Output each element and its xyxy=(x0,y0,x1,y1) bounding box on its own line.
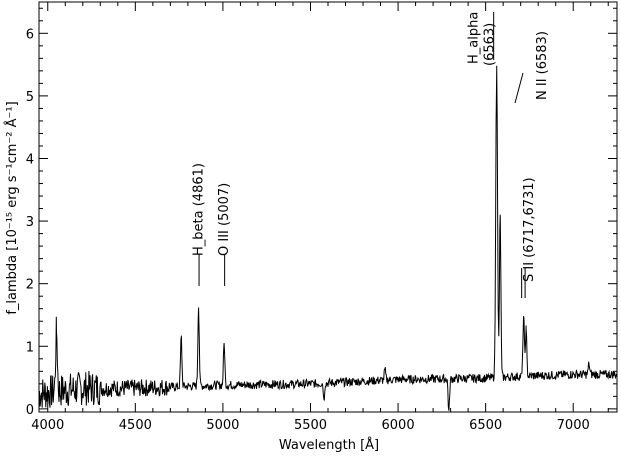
x-tick-label: 7000 xyxy=(557,418,590,433)
y-tick-label: 3 xyxy=(26,215,34,230)
y-tick-label: 4 xyxy=(26,152,34,167)
x-tick-label: 4500 xyxy=(119,418,152,433)
y-tick-label: 5 xyxy=(26,90,34,105)
y-axis-title: f_lambda [10⁻¹⁵ erg s⁻¹cm⁻² Å⁻¹] xyxy=(4,101,20,314)
tick-labels: 4000 4500 5000 5500 6000 6500 7000 0 1 2 3 4 5 6 xyxy=(26,27,590,433)
halpha-label: H_alpha xyxy=(467,12,482,64)
nii-marker xyxy=(514,72,524,104)
sii-label: S II (6717,6731) xyxy=(522,177,537,282)
y-tick-label: 0 xyxy=(26,403,34,418)
halpha-wavelength-label: (6563) xyxy=(483,23,498,66)
x-tick-label: 6500 xyxy=(469,418,502,433)
x-axis-title: Wavelength [Å] xyxy=(279,437,379,453)
spectrum-series xyxy=(38,65,618,411)
line-annotations: H_beta (4861) O III (5007) H_alpha (6563) N … xyxy=(192,12,550,298)
x-tick-label: 6000 xyxy=(382,418,415,433)
axis-ticks xyxy=(39,2,617,412)
x-tick-label: 5000 xyxy=(206,418,239,433)
spectrum-line xyxy=(38,65,618,411)
nii-label: N II (6583) xyxy=(535,31,550,100)
y-tick-label: 6 xyxy=(26,27,34,42)
y-tick-label: 1 xyxy=(26,340,34,355)
x-tick-label: 4000 xyxy=(31,418,64,433)
oiii-label: O III (5007) xyxy=(217,183,232,256)
y-tick-label: 2 xyxy=(26,278,34,293)
hbeta-label: H_beta (4861) xyxy=(192,163,207,256)
x-tick-label: 5500 xyxy=(294,418,327,433)
